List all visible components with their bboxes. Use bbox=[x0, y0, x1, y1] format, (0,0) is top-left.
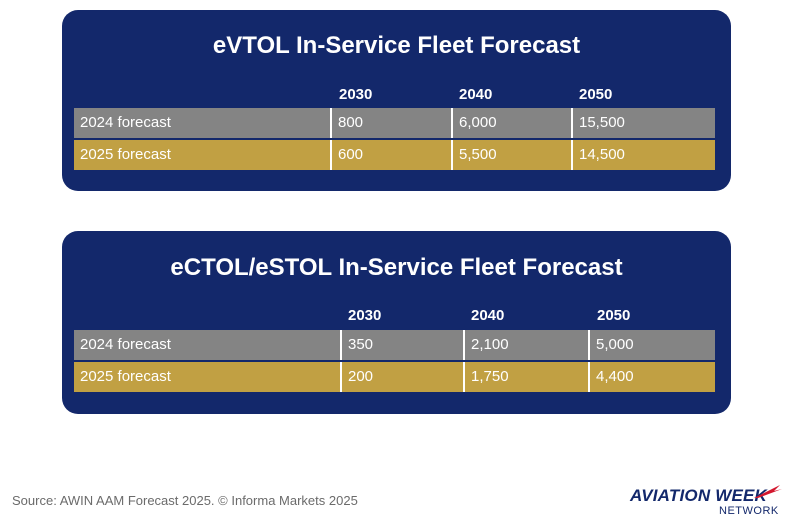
cell-divider bbox=[588, 330, 590, 360]
cell-divider bbox=[463, 330, 465, 360]
ectol-column-header-2040: 2040 bbox=[471, 307, 505, 324]
ectol-row-2024-forecast: 2024 forecast 350 2,100 5,000 bbox=[74, 330, 715, 360]
evtol-panel-title: eVTOL In-Service Fleet Forecast bbox=[212, 32, 581, 59]
cell-divider bbox=[340, 362, 342, 392]
value-cell-2030: 200 bbox=[348, 368, 374, 385]
value-cell-2030: 800 bbox=[338, 114, 364, 131]
evtol-column-header-2050: 2050 bbox=[579, 86, 613, 103]
cell-divider bbox=[463, 362, 465, 392]
evtol-column-header-2040: 2040 bbox=[459, 86, 493, 103]
ectol-column-header-2050: 2050 bbox=[597, 307, 631, 324]
cell-divider bbox=[451, 108, 453, 138]
row-label: 2024 forecast bbox=[80, 336, 171, 353]
cell-divider bbox=[571, 140, 573, 170]
cell-divider bbox=[571, 108, 573, 138]
logo-swoosh-icon bbox=[754, 485, 782, 498]
cell-divider bbox=[330, 140, 332, 170]
cell-divider bbox=[330, 108, 332, 138]
ectol-estol-forecast-panel: eCTOL/eSTOL In-Service Fleet Forecast 20… bbox=[62, 231, 731, 414]
row-label: 2025 forecast bbox=[80, 368, 171, 385]
cell-divider bbox=[340, 330, 342, 360]
value-cell-2040: 2,100 bbox=[471, 336, 509, 353]
value-cell-2050: 4,400 bbox=[596, 368, 634, 385]
ectol-row-2025-forecast: 2025 forecast 200 1,750 4,400 bbox=[74, 362, 715, 392]
value-cell-2030: 350 bbox=[348, 336, 374, 353]
value-cell-2030: 600 bbox=[338, 146, 364, 163]
cell-divider bbox=[451, 140, 453, 170]
evtol-forecast-panel: eVTOL In-Service Fleet Forecast 2030 204… bbox=[62, 10, 731, 191]
source-footnote: Source: AWIN AAM Forecast 2025. © Inform… bbox=[12, 493, 358, 508]
aviation-week-logo: AVIATION WEEK NETWORK bbox=[630, 485, 790, 520]
ectol-panel-title: eCTOL/eSTOL In-Service Fleet Forecast bbox=[170, 254, 623, 281]
logo-wordmark: AVIATION WEEK bbox=[630, 486, 768, 505]
evtol-column-header-2030: 2030 bbox=[339, 86, 373, 103]
cell-divider bbox=[588, 362, 590, 392]
value-cell-2050: 14,500 bbox=[579, 146, 625, 163]
value-cell-2040: 1,750 bbox=[471, 368, 509, 385]
value-cell-2050: 15,500 bbox=[579, 114, 625, 131]
value-cell-2050: 5,000 bbox=[596, 336, 634, 353]
evtol-row-2024-forecast: 2024 forecast 800 6,000 15,500 bbox=[74, 108, 715, 138]
logo-network-text: NETWORK bbox=[719, 505, 779, 517]
ectol-column-header-2030: 2030 bbox=[348, 307, 382, 324]
row-label: 2025 forecast bbox=[80, 146, 171, 163]
value-cell-2040: 5,500 bbox=[459, 146, 497, 163]
evtol-row-2025-forecast: 2025 forecast 600 5,500 14,500 bbox=[74, 140, 715, 170]
value-cell-2040: 6,000 bbox=[459, 114, 497, 131]
row-label: 2024 forecast bbox=[80, 114, 171, 131]
